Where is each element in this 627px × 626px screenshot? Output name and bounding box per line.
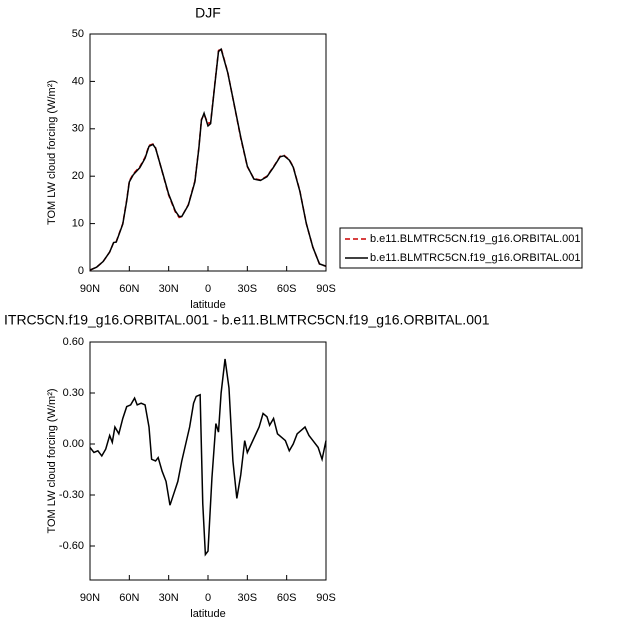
chart-title: ITRC5CN.f19_g16.ORBITAL.001 - b.e11.BLMT… [4, 312, 490, 328]
x-axis-label: latitude [190, 608, 225, 620]
x-tick-label: 90N [80, 592, 100, 604]
y-tick-label: 50 [72, 28, 84, 40]
y-tick-label: -0.30 [59, 489, 84, 501]
y-tick-label: 40 [72, 75, 84, 87]
x-tick-label: 90S [316, 283, 336, 295]
data-line [89, 47, 327, 271]
x-tick-label: 30N [159, 283, 179, 295]
y-tick-label: 0.60 [63, 336, 84, 348]
y-tick-label: 0.30 [63, 387, 84, 399]
x-tick-label: 60N [119, 283, 139, 295]
x-tick-label: 30S [238, 592, 258, 604]
data-line [89, 46, 327, 271]
y-tick-label: 20 [72, 170, 84, 182]
y-axis-label: TOM LW cloud forcing (W/m²) [46, 80, 58, 225]
x-tick-label: 90N [80, 283, 100, 295]
y-tick-label: 0 [78, 265, 84, 277]
chart-title: DJF [195, 5, 221, 21]
x-axis-label: latitude [190, 299, 225, 311]
y-tick-label: 0.00 [63, 438, 84, 450]
legend-label: b.e11.BLMTRC5CN.f19_g16.ORBITAL.001 [370, 252, 581, 264]
legend-box [339, 227, 583, 269]
data-line [89, 358, 327, 557]
x-tick-label: 90S [316, 592, 336, 604]
legend-label: b.e11.BLMTRC5CN.f19_g16.ORBITAL.001 [370, 233, 581, 245]
y-tick-label: -0.60 [59, 540, 84, 552]
y-tick-label: 10 [72, 218, 84, 230]
x-tick-label: 60S [277, 592, 297, 604]
y-tick-label: 30 [72, 123, 84, 135]
x-tick-label: 30S [238, 283, 258, 295]
x-tick-label: 60N [119, 592, 139, 604]
plot-frame [89, 33, 327, 272]
x-tick-label: 0 [205, 592, 211, 604]
x-tick-label: 0 [205, 283, 211, 295]
x-tick-label: 60S [277, 283, 297, 295]
y-axis-label: TOM LW cloud forcing (W/m²) [46, 388, 58, 533]
x-tick-label: 30N [159, 592, 179, 604]
